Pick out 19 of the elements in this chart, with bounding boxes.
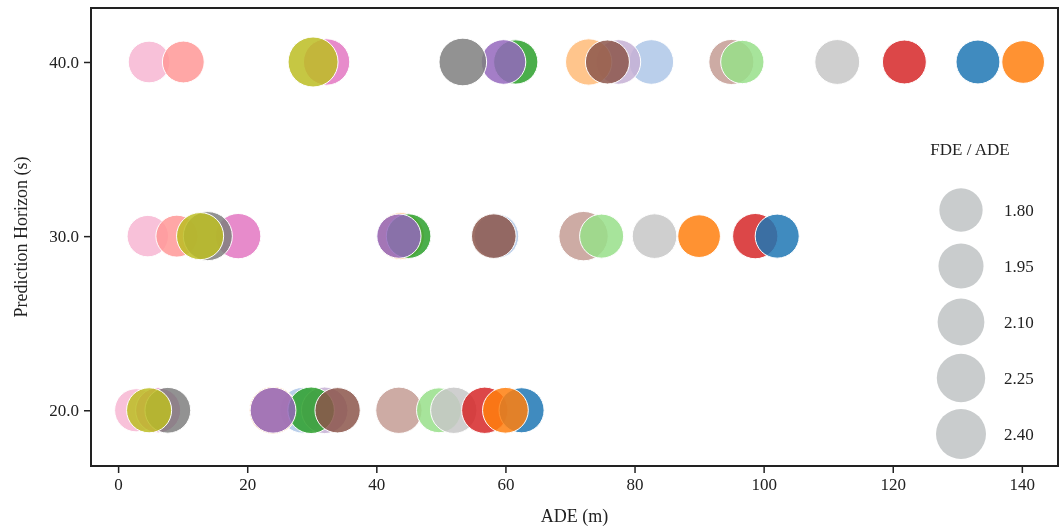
x-axis-title: ADE (m) <box>540 506 609 527</box>
y-tick-label: 30.0 <box>49 227 79 247</box>
legend-label: 1.80 <box>1004 201 1034 220</box>
legend-label: 1.95 <box>1004 257 1034 276</box>
x-tick-label: 60 <box>497 475 515 495</box>
legend-title: FDE / ADE <box>930 140 1010 159</box>
x-tick-label: 40 <box>368 475 386 495</box>
legend-label: 2.10 <box>1004 313 1034 332</box>
legend-label: 2.40 <box>1004 425 1034 444</box>
y-tick-label: 20.0 <box>49 401 79 421</box>
x-tick-label: 80 <box>626 475 644 495</box>
y-tick-label: 40.0 <box>49 52 79 72</box>
y-axis-title: Prediction Horizon (s) <box>11 156 32 318</box>
x-tick-label: 20 <box>239 475 257 495</box>
legend-label: 2.25 <box>1004 369 1034 388</box>
x-tick-label: 140 <box>1009 475 1036 495</box>
x-tick-label: 120 <box>880 475 906 495</box>
x-tick-label: 0 <box>114 475 123 495</box>
x-tick-label: 100 <box>751 475 777 495</box>
